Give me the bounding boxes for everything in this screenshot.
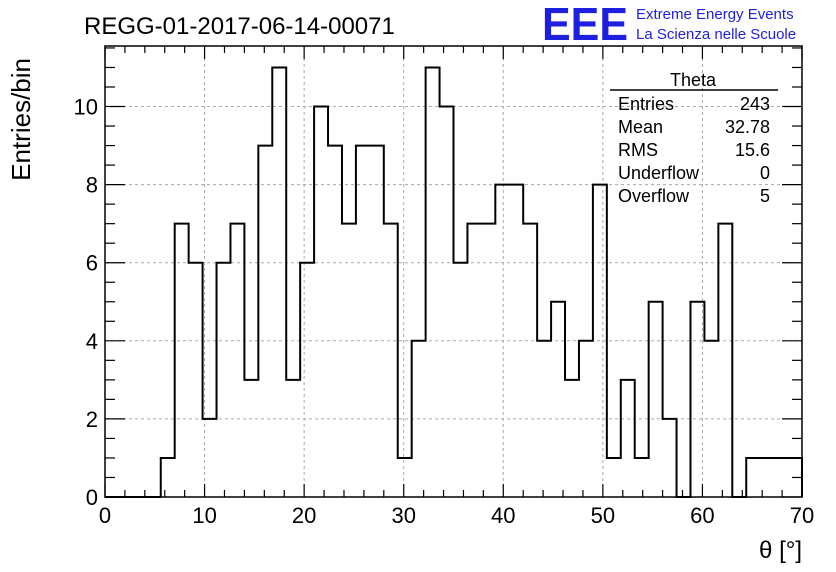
histogram-bar [189, 263, 203, 497]
histogram-bar [230, 224, 244, 497]
y-tick-label: 6 [86, 251, 98, 276]
histogram-bar [467, 224, 481, 497]
x-tick-label: 30 [391, 503, 415, 528]
y-axis-label: Entries/bin [6, 58, 36, 181]
stats-box: Theta Entries 243 Mean 32.78 RMS 15.6 Underflo… [610, 70, 778, 206]
histogram-bar [161, 458, 175, 497]
eee-logo-line1: Extreme Energy Events [636, 6, 794, 23]
histogram-bar [607, 458, 621, 497]
eee-logo-mark: EEE [542, 0, 628, 50]
eee-logo-line2: La Scienza nelle Scuole [636, 26, 796, 43]
x-tick-labels: 0 10 20 30 40 50 60 70 [99, 503, 814, 528]
stats-rows: Entries 243 Mean 32.78 RMS 15.6 Underflow 0 Over… [618, 94, 770, 206]
x-tick-label: 50 [591, 503, 615, 528]
stats-row-label: Underflow [618, 163, 700, 183]
histogram-bar [565, 380, 579, 497]
histogram-bar [649, 302, 663, 497]
y-tick-labels: 0 2 4 6 8 10 [74, 95, 98, 510]
histogram-bar [286, 380, 300, 497]
histogram-bars [161, 67, 802, 497]
stats-row-value: 32.78 [725, 117, 770, 137]
x-tick-label: 20 [292, 503, 316, 528]
histogram-bar [342, 224, 356, 497]
chart-title: REGG-01-2017-06-14-00071 [84, 13, 395, 40]
stats-box-title: Theta [670, 70, 717, 90]
histogram-bar [635, 458, 649, 497]
histogram-bar [426, 67, 440, 497]
x-tick-label: 10 [192, 503, 216, 528]
stats-row-label: RMS [618, 140, 658, 160]
histogram-bar [314, 107, 328, 497]
stats-row-value: 5 [760, 186, 770, 206]
histogram-bar [300, 263, 314, 497]
histogram-bar [718, 224, 732, 497]
histogram-bar [481, 224, 495, 497]
y-tick-label: 2 [86, 407, 98, 432]
x-tick-label: 0 [99, 503, 111, 528]
y-tick-label: 10 [74, 95, 98, 120]
histogram-bar [621, 380, 635, 497]
histogram-bar [523, 224, 537, 497]
x-tick-label: 60 [690, 503, 714, 528]
histogram-bar [370, 146, 384, 497]
plot-frame [104, 45, 803, 498]
stats-row-value: 243 [740, 94, 770, 114]
histogram-bar [398, 458, 412, 497]
stats-row-label: Overflow [618, 186, 690, 206]
histogram-bar [258, 146, 272, 497]
y-tick-label: 4 [86, 329, 98, 354]
x-tick-label: 70 [790, 503, 814, 528]
stats-row-label: Entries [618, 94, 674, 114]
x-axis-label: θ [°] [759, 537, 802, 564]
y-tick-label: 8 [86, 173, 98, 198]
histogram-bar [454, 263, 468, 497]
histogram-bar [356, 146, 370, 497]
histogram-bar [440, 107, 454, 497]
histogram-bar [746, 458, 760, 497]
x-tick-label: 40 [491, 503, 515, 528]
histogram-bar [175, 224, 189, 497]
histogram-bar [217, 263, 231, 497]
histogram-bar [774, 458, 788, 497]
axis-ticks [104, 46, 803, 498]
stats-row-value: 0 [760, 163, 770, 183]
histogram-bar [663, 419, 677, 497]
histogram-bar [384, 224, 398, 497]
histogram-bar [244, 380, 258, 497]
histogram-bar [272, 67, 286, 497]
histogram-outline [105, 66, 803, 498]
histogram-bar [328, 146, 342, 497]
histogram-bar [551, 302, 565, 497]
y-tick-label: 0 [86, 485, 98, 510]
stats-row-label: Mean [618, 117, 663, 137]
eee-logo: EEE Extreme Energy Events La Scienza nel… [542, 0, 796, 50]
stats-row-value: 15.6 [735, 140, 770, 160]
